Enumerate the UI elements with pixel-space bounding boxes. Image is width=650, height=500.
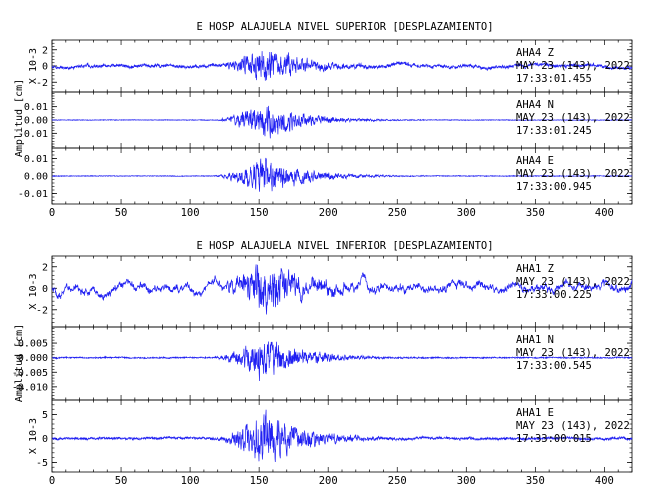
date-label: MAY 23 (143), 2022 — [516, 168, 630, 180]
x-tick-label: 250 — [388, 207, 407, 219]
scale-label: X 10-3 — [28, 48, 39, 84]
scale-label: X 10-3 — [28, 418, 39, 454]
x-tick-label: 50 — [115, 207, 128, 219]
time-label: 17:33:00.015 — [516, 433, 592, 445]
station-label: AHA4 N — [516, 99, 554, 111]
waveform-aha1-e — [51, 409, 633, 463]
x-tick-label: 50 — [115, 475, 128, 487]
y-tick-label: -0.01 — [18, 129, 48, 140]
date-label: MAY 23 (143), 2022 — [516, 420, 630, 432]
y-tick-label: 5 — [42, 410, 48, 421]
y-tick-label: -0.010 — [12, 382, 48, 393]
time-label: 17:33:01.245 — [516, 125, 592, 137]
station-label: AHA1 E — [516, 407, 554, 419]
scale-label: X 10-3 — [28, 273, 39, 309]
station-label: AHA4 E — [516, 155, 554, 167]
y-tick-label: -2 — [36, 78, 48, 89]
y-tick-label: 0.01 — [24, 154, 48, 165]
y-tick-label: 2 — [42, 45, 48, 56]
time-label: 17:33:00.545 — [516, 360, 592, 372]
y-tick-label: 0.00 — [24, 172, 48, 183]
y-tick-label: 0 — [42, 284, 48, 295]
x-tick-label: 350 — [526, 475, 545, 487]
station-label: AHA4 Z — [516, 47, 554, 59]
ylabel-superior: Amplitud [cm] — [14, 79, 25, 157]
x-tick-label: 150 — [250, 207, 269, 219]
x-tick-label: 100 — [181, 207, 200, 219]
y-tick-label: 0 — [42, 434, 48, 445]
date-label: MAY 23 (143), 2022 — [516, 347, 630, 359]
time-label: 17:33:01.455 — [516, 73, 592, 85]
waveform-aha4-e — [52, 157, 633, 192]
y-tick-label: 0.005 — [18, 339, 48, 350]
y-tick-label: 0.00 — [24, 116, 48, 127]
station-label: AHA1 N — [516, 334, 554, 346]
waveform-aha4-n — [51, 105, 632, 139]
x-tick-label: 200 — [319, 207, 338, 219]
x-tick-label: 100 — [181, 475, 200, 487]
x-tick-label: 0 — [49, 207, 55, 219]
x-tick-label: 250 — [388, 475, 407, 487]
x-tick-label: 400 — [595, 207, 614, 219]
chart-title-inferior: E HOSP ALAJUELA NIVEL INFERIOR [DESPLAZA… — [196, 240, 493, 252]
y-tick-label: 0.01 — [24, 102, 48, 113]
time-label: 17:33:00.225 — [516, 289, 592, 301]
x-tick-label: 300 — [457, 207, 476, 219]
x-tick-label: 150 — [250, 475, 269, 487]
x-tick-label: 0 — [49, 475, 55, 487]
y-tick-label: -0.01 — [18, 189, 48, 200]
station-label: AHA1 Z — [516, 263, 554, 275]
ylabel-inferior: Amplitud [cm] — [14, 324, 25, 402]
y-tick-label: 2 — [42, 262, 48, 273]
date-label: MAY 23 (143), 2022 — [516, 112, 630, 124]
y-tick-label: -0.005 — [12, 368, 48, 379]
x-tick-label: 300 — [457, 475, 476, 487]
y-tick-label: 0.000 — [18, 353, 48, 364]
y-tick-label: -5 — [36, 458, 48, 469]
x-tick-label: 200 — [319, 475, 338, 487]
y-tick-label: -2 — [36, 305, 48, 316]
time-label: 17:33:00.945 — [516, 181, 592, 193]
chart-title-superior: E HOSP ALAJUELA NIVEL SUPERIOR [DESPLAZA… — [196, 21, 493, 33]
waveform-aha4-z — [51, 51, 633, 81]
x-tick-label: 350 — [526, 207, 545, 219]
y-tick-label: 0 — [42, 62, 48, 73]
date-label: MAY 23 (143), 2022 — [516, 276, 630, 288]
waveform-aha1-z — [51, 264, 633, 315]
waveform-aha1-n — [52, 341, 633, 382]
date-label: MAY 23 (143), 2022 — [516, 60, 630, 72]
x-tick-label: 400 — [595, 475, 614, 487]
